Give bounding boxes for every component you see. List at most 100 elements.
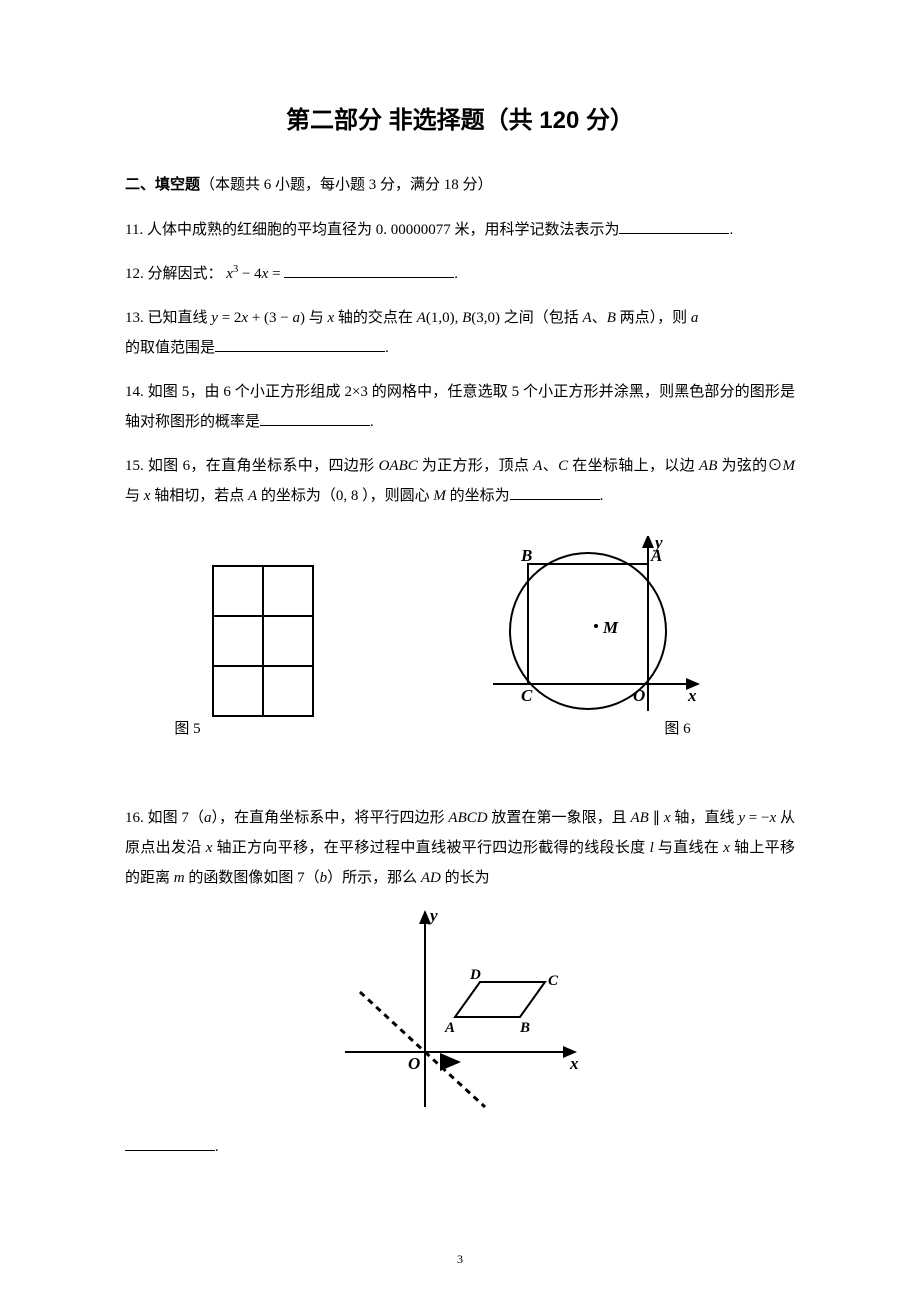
page-number: 3: [457, 1252, 463, 1267]
q16-y: y: [738, 810, 745, 826]
svg-text:C: C: [521, 686, 533, 705]
q12-suffix: .: [454, 266, 458, 282]
q16-p6: 轴正方向平移，在平移过程中直线被平行四边形截得的线段长度: [212, 840, 649, 856]
svg-text:y: y: [428, 907, 438, 925]
q15-p8: 的坐标为: [446, 488, 510, 504]
q13-A: A: [417, 310, 426, 326]
figure-6: BAMCOyx 图 6: [483, 536, 713, 753]
figures-row-5-6: 图 5 BAMCOyx 图 6: [125, 536, 795, 753]
q15-p3: 在坐标轴上，以边: [568, 458, 699, 474]
q14-p1: 14. 如图 5，由 6 个小正方形组成 2×3 的网格中，任意选取 5 个小正…: [125, 384, 795, 430]
q15-p1: 15. 如图 6，在直角坐标系中，四边形: [125, 458, 379, 474]
q13-B2: B: [607, 310, 616, 326]
q16-p10: ）所示，那么: [327, 870, 421, 886]
section-prefix: 二、填空题: [125, 177, 200, 193]
question-16-trail: .: [125, 1132, 795, 1162]
figure-5-label: 图 5: [133, 717, 243, 738]
q15-OABC: OABC: [379, 458, 418, 474]
svg-text:O: O: [633, 686, 645, 705]
svg-text:x: x: [687, 686, 697, 705]
svg-text:M: M: [602, 618, 619, 637]
figure-6-svg: BAMCOyx: [483, 536, 713, 721]
q16-AB: AB: [631, 810, 649, 826]
q13-eq: = 2: [218, 310, 241, 326]
q15-p7: 的坐标为（0, 8 ），则圆心: [257, 488, 433, 504]
part-title: 第二部分 非选择题（共 120 分）: [125, 100, 795, 135]
svg-text:D: D: [469, 967, 481, 983]
q13-B: B: [462, 310, 471, 326]
q14-blank: [260, 411, 370, 426]
q15-p6: 轴相切，若点: [150, 488, 248, 504]
q16-p3: 放置在第一象限，且: [488, 810, 631, 826]
q16-m: m: [174, 870, 185, 886]
q13-p1: 13. 已知直线: [125, 310, 211, 326]
q13-a1: a: [293, 310, 301, 326]
q13-blank: [215, 337, 385, 352]
q13-pA: (1,0),: [426, 310, 462, 326]
q12-eq: =: [268, 266, 284, 282]
q13-p3: 两点），则: [616, 310, 691, 326]
section-detail: （本题共 6 小题，每小题 3 分，满分 18 分）: [200, 177, 493, 193]
question-12: 12. 分解因式： x3 − 4x = .: [125, 259, 795, 289]
q15-p4: 为弦的⊙: [721, 458, 782, 474]
q16-x1: x: [664, 810, 671, 826]
question-11: 11. 人体中成熟的红细胞的平均直径为 0. 00000077 米，用科学记数法…: [125, 215, 795, 245]
q14-suffix: .: [370, 414, 374, 430]
q15-M2: M: [433, 488, 446, 504]
svg-text:A: A: [444, 1020, 455, 1036]
q15-sep1: 、: [542, 458, 558, 474]
section-header: 二、填空题（本题共 6 小题，每小题 3 分，满分 18 分）: [125, 173, 795, 197]
q16-par: ∥: [649, 810, 664, 826]
q13-p4: 的取值范围是: [125, 340, 215, 356]
q16-p11: 的长为: [441, 870, 490, 886]
q13-suffix: .: [385, 340, 389, 356]
q13-pB: (3,0) 之间（包括: [471, 310, 582, 326]
q16-suffix: .: [215, 1139, 219, 1155]
q12-var1: x: [226, 266, 233, 282]
q16-AD: AD: [421, 870, 441, 886]
q13-p2: 轴的交点在: [334, 310, 417, 326]
q11-text: 11. 人体中成熟的红细胞的平均直径为 0. 00000077 米，用科学记数法…: [125, 222, 619, 238]
question-16: 16. 如图 7（a），在直角坐标系中，将平行四边形 ABCD 放置在第一象限，…: [125, 803, 795, 893]
svg-text:C: C: [548, 973, 559, 989]
q13-a2: a: [691, 310, 699, 326]
q16-p2: ），在直角坐标系中，将平行四边形: [211, 810, 448, 826]
q16-eq: = −: [745, 810, 770, 826]
svg-text:x: x: [569, 1054, 579, 1073]
svg-text:B: B: [519, 1020, 530, 1036]
q16-b: b: [320, 870, 328, 886]
q15-blank: [510, 485, 600, 500]
q16-ABCD: ABCD: [448, 810, 487, 826]
q16-p4: 轴，直线: [671, 810, 739, 826]
figure-7-svg: y x O A B C D: [330, 907, 590, 1117]
q13-close: ) 与: [300, 310, 328, 326]
q12-prefix: 12. 分解因式：: [125, 266, 223, 282]
q16-blank: [125, 1136, 215, 1151]
question-15: 15. 如图 6，在直角坐标系中，四边形 OABC 为正方形，顶点 A 、C 在坐…: [125, 451, 795, 511]
q15-C: C: [558, 458, 568, 474]
q15-M: M: [782, 458, 795, 474]
q16-x4: x: [723, 840, 730, 856]
q16-p7: 与直线在: [654, 840, 723, 856]
question-13: 13. 已知直线 y = 2x + (3 − a) 与 x 轴的交点在 A(1,…: [125, 303, 795, 363]
q15-suffix: .: [600, 488, 604, 504]
q16-p1: 16. 如图 7（: [125, 810, 204, 826]
q11-blank: [619, 219, 729, 234]
q12-mid: − 4: [238, 266, 261, 282]
q15-p5: 与: [125, 488, 144, 504]
q13-plus: + (3 −: [248, 310, 292, 326]
q15-A2: A: [248, 488, 257, 504]
svg-text:O: O: [408, 1054, 420, 1073]
q16-p9: 的函数图像如图 7（: [185, 870, 320, 886]
figure-7: y x O A B C D: [125, 907, 795, 1122]
figure-6-label: 图 6: [563, 717, 793, 738]
q12-blank: [284, 263, 454, 278]
q13-sep: 、: [592, 310, 607, 326]
q13-y: y: [211, 310, 218, 326]
figure-5: 图 5: [208, 561, 318, 753]
q11-suffix: .: [729, 222, 733, 238]
question-14: 14. 如图 5，由 6 个小正方形组成 2×3 的网格中，任意选取 5 个小正…: [125, 377, 795, 437]
svg-text:B: B: [520, 546, 532, 565]
q15-AB: AB: [699, 458, 717, 474]
q15-p2: 为正方形，顶点: [418, 458, 534, 474]
